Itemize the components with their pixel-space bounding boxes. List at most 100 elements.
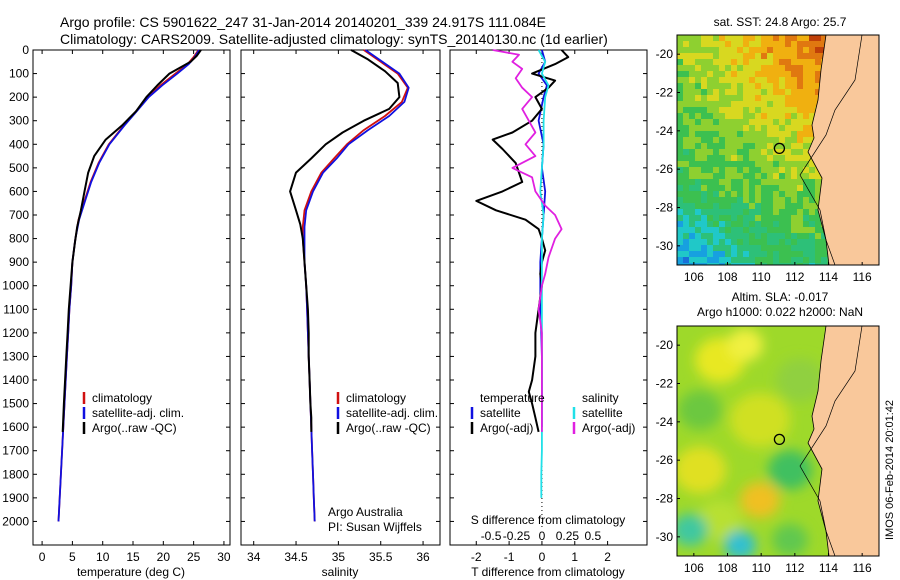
sst-pixel [713, 209, 719, 215]
sst-pixel [773, 83, 779, 89]
sst-pixel [689, 167, 695, 173]
sst-pixel [689, 119, 695, 125]
sst-pixel [785, 131, 791, 137]
sst-pixel [767, 77, 773, 83]
sst-pixel [731, 161, 737, 167]
sst-pixel [701, 113, 707, 119]
sst-pixel [773, 161, 779, 167]
sst-pixel [677, 59, 683, 65]
sst-pixel [701, 101, 707, 107]
sst-pixel [713, 215, 719, 221]
sst-pixel [797, 143, 803, 149]
sst-pixel [725, 179, 731, 185]
sst-pixel [689, 107, 695, 113]
legend-label-satellite: satellite-adj. clim. [92, 406, 184, 420]
sst-pixel [683, 239, 689, 245]
sst-pixel [689, 131, 695, 137]
sst-pixel [755, 101, 761, 107]
sst-pixel [743, 143, 749, 149]
sst-pixel [761, 161, 767, 167]
sst-pixel [707, 245, 713, 251]
sst-pixel [677, 131, 683, 137]
sst-pixel [677, 239, 683, 245]
sst-pixel [677, 245, 683, 251]
sst-pixel [689, 179, 695, 185]
sst-pixel [743, 59, 749, 65]
latitude-tick-label: -26 [656, 453, 674, 467]
sst-pixel [809, 239, 815, 245]
sst-pixel [731, 245, 737, 251]
x-tick-label: 25 [187, 550, 201, 564]
sst-pixel [803, 185, 809, 191]
sst-pixel [707, 71, 713, 77]
sst-pixel [713, 71, 719, 77]
sst-pixel [743, 191, 749, 197]
sst-pixel [719, 41, 725, 47]
sst-pixel [725, 239, 731, 245]
sst-pixel [749, 161, 755, 167]
sst-pixel [779, 83, 785, 89]
sst-pixel [743, 77, 749, 83]
sst-pixel [815, 173, 821, 179]
x-tick-label: 0 [539, 550, 546, 564]
sst-pixel [701, 221, 707, 227]
sst-pixel [689, 53, 695, 59]
sst-pixel [689, 227, 695, 233]
sst-pixel [767, 71, 773, 77]
sst-pixel [803, 203, 809, 209]
sst-pixel [755, 143, 761, 149]
sst-pixel [719, 161, 725, 167]
argo-float-location-marker [773, 142, 786, 155]
sst-pixel [725, 119, 731, 125]
sst-pixel [779, 113, 785, 119]
sst-pixel [725, 245, 731, 251]
credit-line1: Argo Australia [328, 505, 403, 519]
sst-pixel [737, 263, 743, 265]
sst-pixel [791, 107, 797, 113]
sst-pixel [815, 239, 821, 245]
sst-pixel [809, 89, 815, 95]
sst-pixel [767, 35, 773, 41]
sst-pixel [749, 185, 755, 191]
sst-pixel [791, 137, 797, 143]
sst-pixel [737, 77, 743, 83]
sst-pixel [743, 83, 749, 89]
longitude-tick-label: 116 [853, 561, 872, 575]
sst-pixel [731, 233, 737, 239]
sst-pixel [713, 143, 719, 149]
sst-pixel [677, 95, 683, 101]
sst-pixel [713, 203, 719, 209]
sst-pixel [737, 251, 743, 257]
x-tick-label: 34 [247, 550, 261, 564]
sst-pixel [677, 233, 683, 239]
sst-pixel [707, 239, 713, 245]
sst-pixel [731, 167, 737, 173]
sst-pixel [749, 227, 755, 233]
sst-pixel [791, 41, 797, 47]
sst-pixel [743, 125, 749, 131]
sst-pixel [725, 167, 731, 173]
sst-pixel [719, 71, 725, 77]
sst-pixel [677, 77, 683, 83]
sst-pixel [815, 65, 821, 71]
depth-tick-label: 1000 [2, 279, 29, 293]
sst-pixel [689, 191, 695, 197]
sst-pixel [785, 83, 791, 89]
sst-pixel [761, 95, 767, 101]
sst-pixel [731, 59, 737, 65]
sst-pixel [695, 227, 701, 233]
sst-pixel [683, 167, 689, 173]
sst-pixel [731, 221, 737, 227]
latitude-tick-label: -24 [656, 124, 674, 138]
sst-pixel [683, 215, 689, 221]
sst-pixel [755, 263, 761, 265]
sst-pixel [797, 125, 803, 131]
sst-pixel [791, 239, 797, 245]
sst-pixel [815, 185, 821, 191]
sst-pixel [803, 53, 809, 59]
sst-map-title: sat. SST: 24.8 Argo: 25.7 [714, 15, 847, 29]
longitude-tick-label: 106 [684, 270, 704, 284]
sst-pixel [713, 89, 719, 95]
sst-pixel [683, 59, 689, 65]
sst-pixel [707, 53, 713, 59]
